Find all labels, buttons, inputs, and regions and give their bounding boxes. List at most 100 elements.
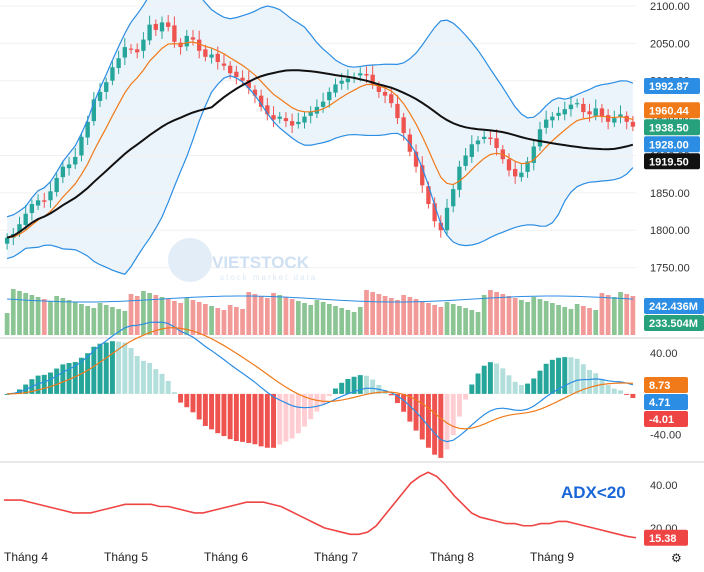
macd-badge-text: 8.73 <box>649 380 670 392</box>
volume-bar <box>630 296 636 335</box>
macd-histogram-bar <box>159 373 165 394</box>
month-tick-label: Tháng 8 <box>430 550 474 564</box>
macd-histogram-bar <box>611 388 617 394</box>
volume-bar <box>611 297 617 335</box>
volume-bar <box>184 298 190 335</box>
candle-body <box>258 95 264 107</box>
candle-body <box>116 58 121 69</box>
candle-body <box>327 91 332 101</box>
macd-histogram-bar <box>605 385 611 394</box>
macd-histogram-bar <box>314 393 320 412</box>
volume-bar <box>91 308 97 335</box>
macd-histogram-bar <box>171 392 177 394</box>
month-tick-label: Tháng 9 <box>530 550 574 564</box>
candle-body <box>141 39 146 51</box>
candle-body <box>85 121 90 138</box>
macd-histogram-bar <box>388 393 394 396</box>
macd-histogram-bar <box>339 382 345 394</box>
candle-body <box>35 200 41 206</box>
volume-bar <box>277 295 283 335</box>
macd-histogram-bar <box>302 393 307 427</box>
volume-bar <box>79 304 84 335</box>
volume-bar <box>512 298 518 335</box>
macd-histogram-bar <box>599 378 605 394</box>
volume-bar <box>574 304 580 335</box>
volume-bar <box>4 313 10 335</box>
macd-histogram-bar <box>574 358 580 394</box>
vietstock-watermark: VIETSTOCK stock market data <box>168 238 315 282</box>
adx-tick-label: 40.00 <box>650 480 678 492</box>
candle-body <box>265 105 270 115</box>
macd-histogram-bar <box>531 378 537 394</box>
macd-histogram-bar <box>66 363 72 394</box>
volume-bar <box>549 303 555 335</box>
volume-badge: 233.504M <box>644 315 704 331</box>
price-badge: 1928.00 <box>644 136 700 153</box>
volume-bar <box>97 303 103 335</box>
volume-bar <box>519 300 524 335</box>
volume-bar <box>488 290 493 335</box>
macd-histogram-bar <box>487 362 493 394</box>
candle-body <box>426 186 431 205</box>
macd-histogram-bar <box>407 393 413 422</box>
volume-bar <box>450 304 456 335</box>
volume-bar <box>370 292 376 335</box>
candle-body <box>587 111 592 115</box>
volume-bar <box>134 296 140 335</box>
candle-body <box>197 39 202 51</box>
candle-body <box>562 109 567 115</box>
candle-body <box>389 94 394 104</box>
bollinger-band-fill <box>7 0 633 275</box>
macd-histogram-bar <box>450 393 456 436</box>
candle-body <box>29 204 35 214</box>
macd-tick-label: -40.00 <box>650 430 681 442</box>
svg-text:VIETSTOCK: VIETSTOCK <box>212 253 310 272</box>
volume-bar <box>376 294 382 335</box>
volume-bar <box>60 298 66 335</box>
candle-body <box>60 166 66 178</box>
candle-body <box>488 137 493 140</box>
volume-bar <box>357 307 363 335</box>
macd-histogram-bar <box>308 393 314 420</box>
macd-histogram-bar <box>258 393 264 447</box>
volume-bar <box>54 296 60 335</box>
volume-bar <box>122 311 128 335</box>
macd-histogram-bar <box>357 375 363 394</box>
macd-badge-text: -4.01 <box>649 414 674 426</box>
macd-histogram-bar <box>481 365 487 394</box>
candle-body <box>91 99 97 122</box>
macd-histogram-bar <box>227 393 233 440</box>
volume-bar <box>506 296 512 335</box>
volume-bar <box>599 293 605 335</box>
macd-histogram-bar <box>60 364 66 394</box>
price-badge-text: 1938.50 <box>649 122 689 134</box>
macd-badge: 8.73 <box>644 376 688 393</box>
candle-body <box>209 54 214 58</box>
volume-bar <box>17 291 22 335</box>
volume-bar <box>494 292 499 335</box>
settings-icon[interactable]: ⚙ <box>671 551 682 565</box>
candle-body <box>135 49 140 53</box>
volume-bar <box>258 296 264 335</box>
month-tick-label: Tháng 7 <box>314 550 358 564</box>
volume-bar <box>116 309 121 335</box>
volume-bar <box>326 304 332 335</box>
volume-bar <box>543 301 549 335</box>
macd-histogram-bar <box>556 357 562 394</box>
macd-histogram-bar <box>78 357 84 394</box>
candle-body <box>122 47 127 58</box>
macd-histogram-bar <box>562 357 568 394</box>
macd-histogram-bar <box>618 390 623 394</box>
price-badge: 1960.44 <box>644 102 700 119</box>
macd-histogram-bar <box>85 353 91 394</box>
macd-histogram-bar <box>264 393 270 448</box>
volume-bar <box>444 302 450 335</box>
candle-body <box>320 101 326 107</box>
volume-bar <box>562 307 568 335</box>
macd-histogram-bar <box>277 393 283 445</box>
candle-body <box>104 82 109 92</box>
volume-bar <box>556 305 561 335</box>
candle-body <box>475 140 481 145</box>
candle-body <box>215 53 220 63</box>
macd-histogram-bar <box>425 393 431 448</box>
